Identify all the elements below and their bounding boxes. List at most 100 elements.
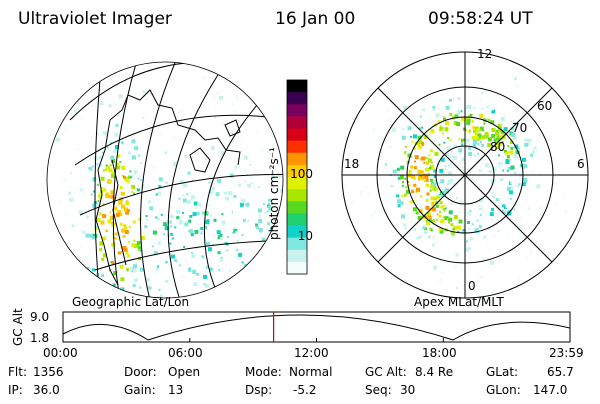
emission-pixel bbox=[431, 219, 435, 223]
emission-pixel bbox=[280, 261, 283, 266]
emission-pixel bbox=[153, 251, 158, 256]
emission-pixel bbox=[508, 100, 511, 102]
emission-pixel bbox=[508, 181, 512, 185]
emission-pixel bbox=[91, 104, 95, 108]
emission-pixel bbox=[110, 155, 115, 160]
emission-pixel bbox=[271, 134, 275, 138]
emission-pixel bbox=[432, 207, 436, 212]
emission-pixel bbox=[120, 277, 125, 282]
emission-pixel bbox=[509, 190, 514, 195]
emission-pixel bbox=[404, 152, 406, 155]
emission-pixel bbox=[63, 125, 68, 130]
emission-pixel bbox=[109, 291, 112, 294]
emission-pixel bbox=[138, 257, 142, 261]
emission-pixel bbox=[214, 116, 216, 119]
emission-pixel bbox=[271, 174, 276, 179]
emission-pixel bbox=[115, 66, 118, 69]
mlt-label-0: 0 bbox=[468, 279, 476, 293]
emission-pixel bbox=[236, 240, 239, 242]
emission-pixel bbox=[263, 211, 266, 214]
emission-pixel bbox=[494, 179, 497, 182]
emission-pixel bbox=[86, 273, 90, 277]
altitude-xtick-1800: 18:00 bbox=[422, 346, 457, 360]
emission-pixel bbox=[397, 204, 401, 208]
emission-pixel bbox=[467, 247, 471, 251]
emission-pixel bbox=[133, 278, 138, 283]
emission-pixel bbox=[219, 236, 223, 240]
emission-pixel bbox=[376, 171, 379, 174]
emission-pixel bbox=[268, 207, 272, 211]
emission-pixel bbox=[418, 235, 422, 239]
emission-pixel bbox=[434, 151, 439, 156]
emission-pixel bbox=[497, 134, 500, 137]
emission-pixel bbox=[74, 286, 79, 290]
emission-pixel bbox=[235, 97, 240, 102]
emission-pixel bbox=[446, 153, 450, 156]
emission-pixel bbox=[499, 142, 503, 146]
emission-pixel bbox=[96, 218, 101, 222]
emission-pixel bbox=[402, 206, 406, 210]
emission-pixel bbox=[402, 128, 405, 131]
emission-pixel bbox=[178, 109, 183, 114]
emission-pixel bbox=[56, 237, 59, 239]
emission-pixel bbox=[410, 165, 414, 169]
emission-pixel bbox=[462, 166, 466, 170]
emission-pixel bbox=[454, 144, 458, 148]
emission-pixel bbox=[110, 287, 114, 291]
emission-pixel bbox=[449, 166, 452, 169]
emission-pixel bbox=[103, 287, 107, 291]
emission-pixel bbox=[99, 248, 103, 252]
emission-pixel bbox=[158, 96, 163, 101]
emission-pixel bbox=[504, 171, 507, 174]
emission-pixel bbox=[248, 290, 251, 294]
emission-pixel bbox=[414, 155, 419, 160]
emission-pixel bbox=[484, 132, 489, 137]
emission-pixel bbox=[440, 157, 445, 162]
emission-pixel bbox=[536, 184, 541, 189]
emission-pixel bbox=[281, 217, 283, 222]
emission-pixel bbox=[390, 229, 394, 233]
emission-pixel bbox=[201, 255, 205, 259]
emission-pixel bbox=[253, 163, 256, 166]
emission-pixel bbox=[176, 210, 181, 215]
emission-pixel bbox=[527, 138, 532, 143]
emission-pixel bbox=[479, 114, 484, 119]
emission-pixel bbox=[145, 215, 148, 217]
emission-pixel bbox=[468, 227, 471, 230]
emission-pixel bbox=[202, 211, 206, 215]
emission-pixel bbox=[97, 132, 99, 135]
emission-pixel bbox=[462, 141, 466, 145]
emission-pixel bbox=[364, 242, 368, 246]
emission-pixel bbox=[471, 120, 474, 123]
emission-pixel bbox=[117, 154, 121, 158]
emission-pixel bbox=[101, 187, 104, 189]
emission-pixel bbox=[436, 213, 439, 216]
emission-pixel bbox=[456, 225, 461, 230]
emission-pixel bbox=[506, 155, 510, 159]
emission-pixel bbox=[467, 146, 471, 150]
colorbar-segment bbox=[287, 225, 307, 239]
emission-pixel bbox=[133, 239, 136, 242]
altitude-plot-frame bbox=[62, 311, 571, 343]
emission-pixel bbox=[443, 204, 446, 207]
emission-pixel bbox=[444, 210, 447, 213]
emission-pixel bbox=[493, 157, 496, 160]
emission-pixel bbox=[87, 273, 92, 278]
emission-pixel bbox=[152, 230, 157, 235]
emission-pixel bbox=[453, 264, 458, 269]
emission-pixel bbox=[196, 211, 200, 215]
emission-pixel bbox=[531, 126, 535, 130]
emission-pixel bbox=[426, 192, 430, 196]
emission-pixel bbox=[100, 176, 105, 181]
emission-pixel bbox=[490, 179, 495, 184]
emission-pixel bbox=[98, 155, 102, 159]
emission-pixel bbox=[471, 223, 474, 226]
emission-pixel bbox=[483, 235, 487, 239]
emission-pixel bbox=[82, 276, 86, 280]
emission-pixel bbox=[260, 300, 262, 302]
emission-pixel bbox=[120, 112, 124, 117]
emission-pixel bbox=[400, 165, 405, 170]
emission-pixel bbox=[495, 281, 498, 284]
emission-pixel bbox=[356, 219, 360, 223]
emission-pixel bbox=[481, 107, 484, 110]
